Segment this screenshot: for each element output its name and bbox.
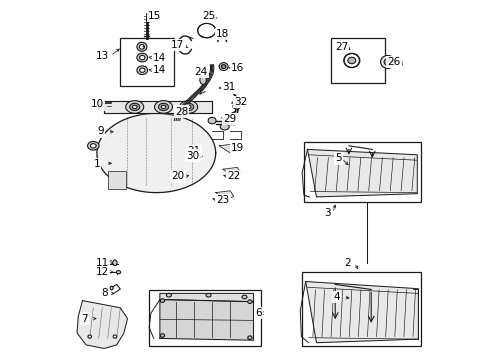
Text: 23: 23 <box>216 195 229 205</box>
Text: 9: 9 <box>97 126 103 136</box>
Ellipse shape <box>183 103 193 111</box>
Text: 14: 14 <box>153 65 166 75</box>
Polygon shape <box>307 149 416 197</box>
Ellipse shape <box>232 103 240 109</box>
Polygon shape <box>104 101 212 113</box>
Bar <box>149 290 260 346</box>
Text: 6: 6 <box>255 308 262 318</box>
Ellipse shape <box>125 101 143 113</box>
Text: 21: 21 <box>187 146 200 156</box>
Ellipse shape <box>154 101 172 113</box>
Ellipse shape <box>384 59 390 65</box>
Text: 22: 22 <box>226 171 240 181</box>
Polygon shape <box>219 144 237 153</box>
Text: 3: 3 <box>324 208 330 218</box>
Ellipse shape <box>137 66 147 75</box>
Ellipse shape <box>139 68 144 72</box>
Text: 2: 2 <box>343 258 350 268</box>
Ellipse shape <box>221 65 225 69</box>
Bar <box>120 38 174 86</box>
Ellipse shape <box>186 105 191 109</box>
Text: 18: 18 <box>216 29 229 39</box>
Text: 4: 4 <box>332 292 339 302</box>
Ellipse shape <box>200 76 206 85</box>
Ellipse shape <box>113 335 117 338</box>
Ellipse shape <box>139 55 144 60</box>
Text: 17: 17 <box>171 40 184 50</box>
Text: 30: 30 <box>185 150 199 161</box>
Ellipse shape <box>247 336 251 339</box>
Ellipse shape <box>88 335 91 338</box>
Ellipse shape <box>242 295 246 299</box>
Ellipse shape <box>110 286 113 290</box>
Text: 14: 14 <box>153 53 166 63</box>
Ellipse shape <box>160 299 164 302</box>
Text: 20: 20 <box>171 171 184 181</box>
Text: 25: 25 <box>202 11 215 21</box>
Polygon shape <box>77 301 127 348</box>
Text: 7: 7 <box>81 314 87 324</box>
Ellipse shape <box>137 42 146 51</box>
Ellipse shape <box>129 103 140 111</box>
Ellipse shape <box>87 141 99 150</box>
Text: 13: 13 <box>96 51 109 61</box>
Bar <box>330 38 384 83</box>
Ellipse shape <box>158 103 168 111</box>
Polygon shape <box>215 191 233 200</box>
Ellipse shape <box>137 53 147 62</box>
Text: 1: 1 <box>93 159 100 169</box>
Polygon shape <box>160 300 253 340</box>
Text: 27: 27 <box>334 42 347 52</box>
Polygon shape <box>305 282 418 343</box>
Text: 19: 19 <box>230 143 244 153</box>
Ellipse shape <box>247 300 251 303</box>
Text: 31: 31 <box>221 82 234 93</box>
Text: 10: 10 <box>90 99 103 109</box>
Text: 24: 24 <box>194 67 207 77</box>
Ellipse shape <box>205 293 211 297</box>
Text: 29: 29 <box>223 114 236 124</box>
Text: 8: 8 <box>101 288 107 298</box>
Text: 26: 26 <box>386 57 400 67</box>
Ellipse shape <box>90 144 96 148</box>
Ellipse shape <box>380 55 394 68</box>
Bar <box>302 272 420 346</box>
Text: 11: 11 <box>96 258 109 268</box>
Text: 16: 16 <box>230 63 244 73</box>
Bar <box>303 142 420 202</box>
Text: 12: 12 <box>96 267 109 277</box>
Ellipse shape <box>113 260 117 266</box>
Ellipse shape <box>166 293 171 297</box>
Polygon shape <box>223 167 241 176</box>
Text: 15: 15 <box>147 11 161 21</box>
Polygon shape <box>97 113 215 193</box>
Ellipse shape <box>116 271 121 274</box>
Ellipse shape <box>219 63 228 71</box>
Ellipse shape <box>139 45 144 49</box>
Ellipse shape <box>179 101 197 113</box>
Ellipse shape <box>220 123 229 130</box>
Text: 5: 5 <box>334 153 341 163</box>
Bar <box>107 171 125 189</box>
Text: +: + <box>140 44 144 49</box>
Ellipse shape <box>208 117 216 124</box>
Text: 28: 28 <box>175 107 188 117</box>
Ellipse shape <box>347 57 355 64</box>
Ellipse shape <box>161 105 165 109</box>
Polygon shape <box>160 293 253 302</box>
Ellipse shape <box>160 334 164 337</box>
Text: 32: 32 <box>234 97 247 107</box>
Ellipse shape <box>132 105 137 109</box>
